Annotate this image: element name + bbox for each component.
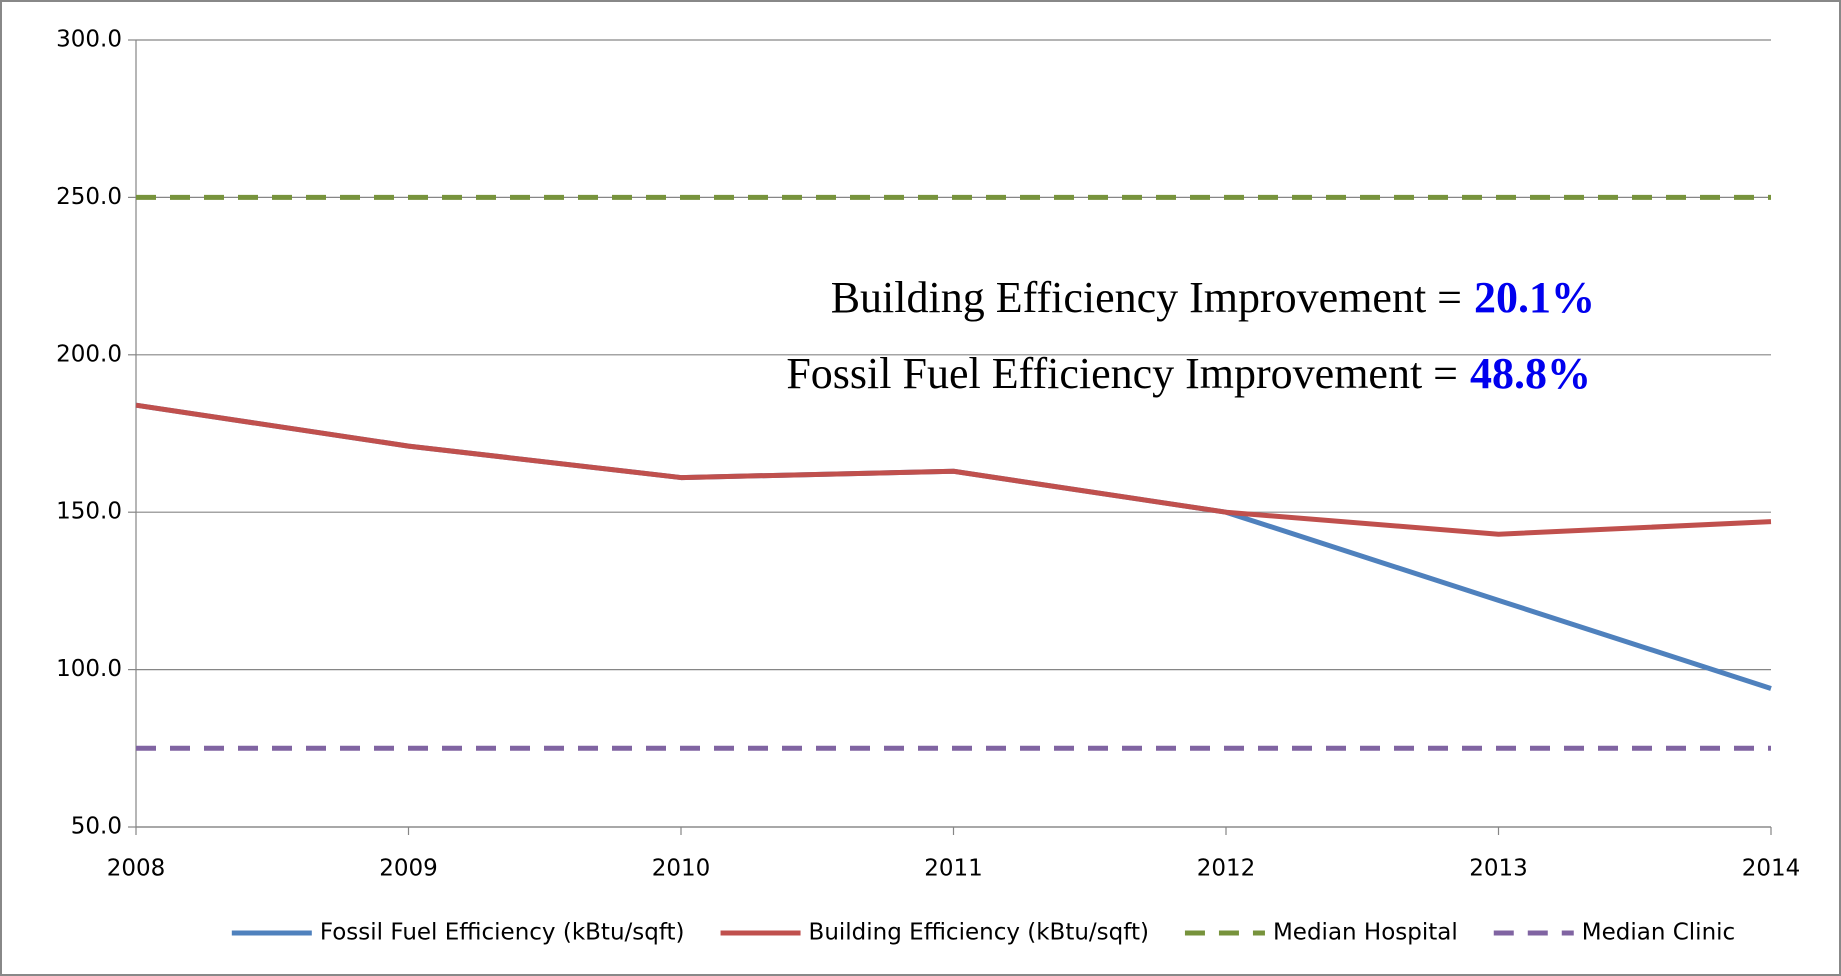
annotation: Fossil Fuel Efficiency Improvement = 48.8… [786, 349, 1591, 398]
y-tick-label: 300.0 [56, 27, 122, 53]
series-line [135, 402, 1772, 537]
y-tick-label: 50.0 [71, 814, 122, 840]
annotation-value: 48.8% [1470, 349, 1591, 398]
y-tick-label: 200.0 [56, 341, 122, 367]
annotation-text: Fossil Fuel Efficiency Improvement = [786, 349, 1458, 398]
legend-label: Median Clinic [1582, 920, 1735, 946]
x-tick-label: 2014 [1742, 856, 1801, 882]
annotation: Building Efficiency Improvement = 20.1% [831, 273, 1595, 322]
y-tick-label: 100.0 [56, 656, 122, 682]
annotation-value: 20.1% [1474, 273, 1595, 322]
x-tick-label: 2011 [924, 856, 983, 882]
legend-label: Median Hospital [1273, 920, 1458, 946]
legend-label: Fossil Fuel Efficiency (kBtu/sqft) [320, 920, 685, 946]
y-tick-label: 250.0 [56, 184, 122, 210]
y-tick-label: 150.0 [56, 499, 122, 525]
x-tick-label: 2009 [379, 856, 438, 882]
x-tick-label: 2013 [1469, 856, 1528, 882]
annotation-text: Building Efficiency Improvement = [831, 273, 1462, 322]
legend-label: Building Efficiency (kBtu/sqft) [809, 920, 1149, 946]
x-tick-label: 2008 [107, 856, 166, 882]
x-tick-label: 2012 [1197, 856, 1256, 882]
x-tick-label: 2010 [652, 856, 711, 882]
